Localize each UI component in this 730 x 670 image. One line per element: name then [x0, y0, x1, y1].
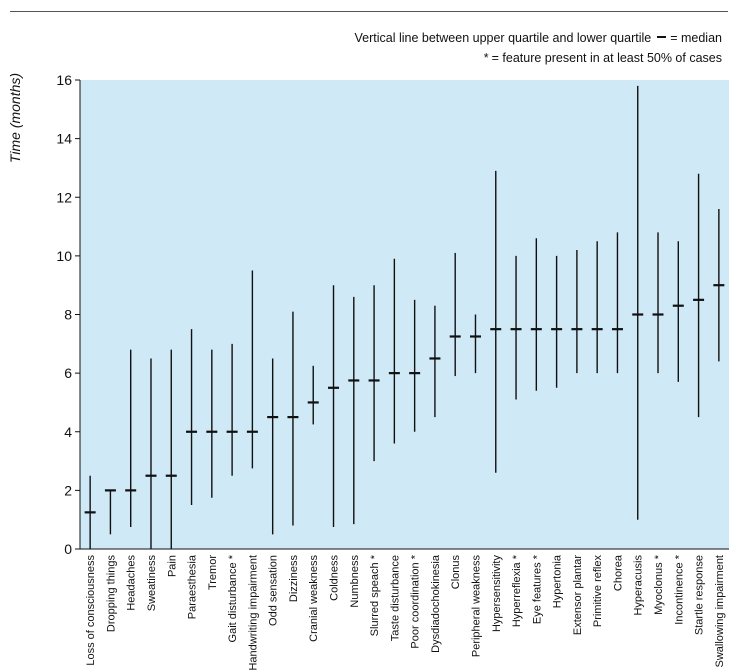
legend-star-symbol: *	[483, 51, 489, 65]
y-tick-label: 8	[64, 307, 72, 323]
median-symbol-icon	[657, 35, 667, 38]
top-rule	[10, 11, 728, 12]
category-label: Dropping things	[105, 555, 117, 633]
category-label: Paraesthesia	[187, 554, 199, 619]
category-label: Loss of consciousness	[85, 555, 97, 666]
legend-star-text: = feature present in at least 50% of cas…	[491, 51, 722, 65]
category-label: Sweatiness	[146, 555, 158, 612]
category-label: Handwriting impairment	[247, 555, 259, 670]
y-axis-label: Time (months)	[7, 73, 23, 163]
y-tick-label: 2	[64, 482, 72, 498]
plot-area	[80, 80, 729, 549]
category-label: Dizziness	[288, 555, 300, 603]
legend-star: * = feature present in at least 50% of ca…	[484, 51, 722, 65]
category-label: Cranial weakness	[308, 555, 320, 642]
category-label: Chorea	[612, 554, 624, 591]
y-tick-label: 14	[56, 131, 72, 147]
category-label: Incontinence *	[673, 554, 685, 624]
category-label: Hypersensitivity	[491, 555, 503, 633]
category-label: Gait disturbance *	[227, 554, 239, 642]
category-label: Myoclonus *	[653, 554, 665, 615]
category-label: Eye features *	[531, 554, 543, 624]
category-label: Slurred speach *	[369, 554, 381, 636]
y-tick-label: 16	[56, 72, 72, 88]
category-label: Coldness	[329, 555, 341, 601]
y-tick-label: 0	[64, 541, 72, 557]
category-label: Headaches	[126, 555, 138, 611]
category-label: Extensor plantar	[572, 555, 584, 635]
y-tick-label: 6	[64, 365, 72, 381]
category-label: Swallowing impairment	[714, 555, 726, 668]
category-label: Dysdiadochokinesia	[430, 554, 442, 653]
legend-range-text: Vertical line between upper quartile and…	[354, 31, 652, 45]
category-label: Taste disturbance	[389, 555, 401, 641]
y-tick-label: 12	[56, 189, 72, 205]
category-label: Hyperreflexia *	[511, 554, 523, 627]
y-tick-label: 4	[64, 424, 72, 440]
category-label: Hyperacusis	[633, 555, 645, 616]
category-label: Primitive reflex	[592, 555, 604, 628]
category-label: Pain	[166, 555, 178, 577]
legend-range-median: Vertical line between upper quartile and…	[355, 31, 723, 45]
y-tick-label: 10	[56, 248, 72, 264]
category-label: Peripheral weakness	[470, 555, 482, 658]
category-label: Tremor	[207, 555, 219, 590]
category-label: Startle response	[694, 555, 706, 635]
category-label: Poor coordination *	[410, 554, 422, 648]
category-label: Numbness	[349, 555, 361, 608]
category-label: Odd sensation	[268, 555, 280, 626]
legend-median-text: = median	[670, 31, 722, 45]
category-label: Clonus	[450, 555, 462, 590]
category-label: Hypertonia	[552, 554, 564, 608]
